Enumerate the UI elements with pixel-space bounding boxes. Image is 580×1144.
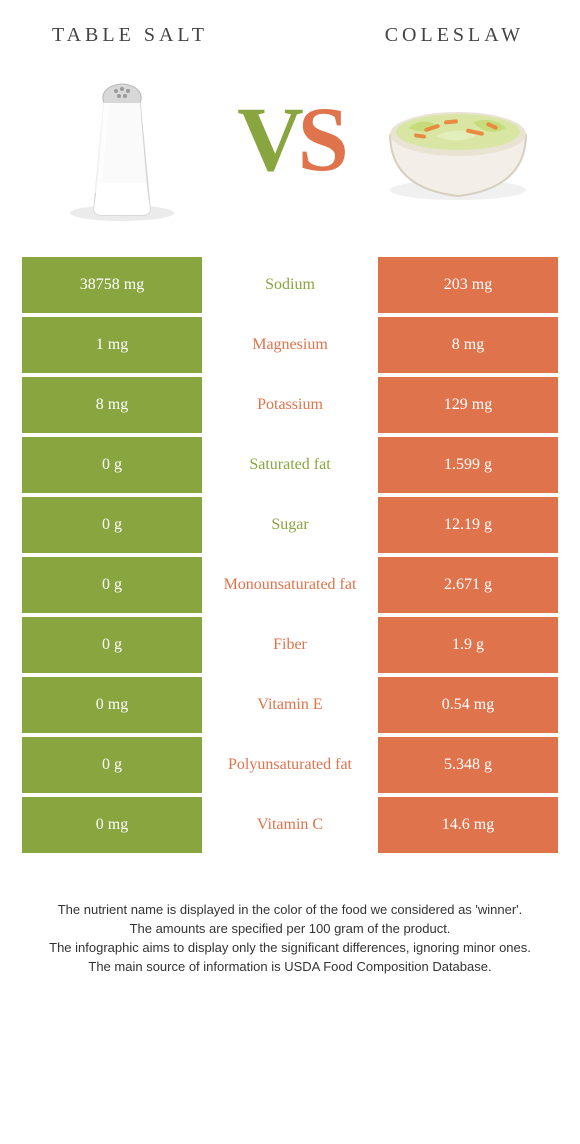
- food-title-right: Coleslaw: [385, 24, 524, 47]
- table-row: 0 gPolyunsaturated fat5.348 g: [22, 737, 558, 793]
- right-value-cell: 5.348 g: [378, 737, 558, 793]
- left-value-cell: 0 g: [22, 557, 202, 613]
- left-value-cell: 0 g: [22, 617, 202, 673]
- nutrient-label: Fiber: [202, 617, 378, 673]
- footnotes: The nutrient name is displayed in the co…: [0, 857, 580, 976]
- right-value-cell: 1.599 g: [378, 437, 558, 493]
- nutrient-label: Sugar: [202, 497, 378, 553]
- right-value-cell: 2.671 g: [378, 557, 558, 613]
- nutrient-label: Monounsaturated fat: [202, 557, 378, 613]
- vs-v: V: [237, 88, 297, 190]
- table-row: 8 mgPotassium129 mg: [22, 377, 558, 433]
- left-value-cell: 0 g: [22, 737, 202, 793]
- coleslaw-bowl-icon: [378, 63, 538, 223]
- left-value-cell: 0 mg: [22, 677, 202, 733]
- footnote-line: The amounts are specified per 100 gram o…: [36, 920, 544, 939]
- left-value-cell: 0 g: [22, 437, 202, 493]
- footnote-line: The infographic aims to display only the…: [36, 939, 544, 958]
- nutrient-label: Magnesium: [202, 317, 378, 373]
- right-value-cell: 129 mg: [378, 377, 558, 433]
- table-row: 0 gSaturated fat1.599 g: [22, 437, 558, 493]
- nutrient-label: Sodium: [202, 257, 378, 313]
- food-title-left: Table salt: [52, 24, 208, 47]
- left-value-cell: 1 mg: [22, 317, 202, 373]
- vs-s: S: [298, 88, 343, 190]
- left-value-cell: 38758 mg: [22, 257, 202, 313]
- right-value-cell: 1.9 g: [378, 617, 558, 673]
- nutrient-label: Vitamin E: [202, 677, 378, 733]
- table-row: 0 gMonounsaturated fat2.671 g: [22, 557, 558, 613]
- header-titles: Table salt Coleslaw: [0, 24, 580, 47]
- nutrient-label: Potassium: [202, 377, 378, 433]
- right-value-cell: 203 mg: [378, 257, 558, 313]
- right-value-cell: 8 mg: [378, 317, 558, 373]
- footnote-line: The main source of information is USDA F…: [36, 958, 544, 977]
- left-value-cell: 8 mg: [22, 377, 202, 433]
- left-value-cell: 0 mg: [22, 797, 202, 853]
- table-row: 0 mgVitamin C14.6 mg: [22, 797, 558, 853]
- hero-row: VS: [0, 47, 580, 257]
- table-row: 0 mgVitamin E0.54 mg: [22, 677, 558, 733]
- nutrient-label: Saturated fat: [202, 437, 378, 493]
- footnote-line: The nutrient name is displayed in the co…: [36, 901, 544, 920]
- table-row: 38758 mgSodium203 mg: [22, 257, 558, 313]
- table-row: 0 gSugar12.19 g: [22, 497, 558, 553]
- right-value-cell: 14.6 mg: [378, 797, 558, 853]
- nutrient-label: Polyunsaturated fat: [202, 737, 378, 793]
- table-row: 1 mgMagnesium8 mg: [22, 317, 558, 373]
- right-value-cell: 0.54 mg: [378, 677, 558, 733]
- right-value-cell: 12.19 g: [378, 497, 558, 553]
- left-value-cell: 0 g: [22, 497, 202, 553]
- nutrient-comparison-table: 38758 mgSodium203 mg1 mgMagnesium8 mg8 m…: [0, 257, 580, 853]
- nutrient-label: Vitamin C: [202, 797, 378, 853]
- salt-shaker-icon: [42, 63, 202, 223]
- vs-label: VS: [237, 93, 343, 185]
- table-row: 0 gFiber1.9 g: [22, 617, 558, 673]
